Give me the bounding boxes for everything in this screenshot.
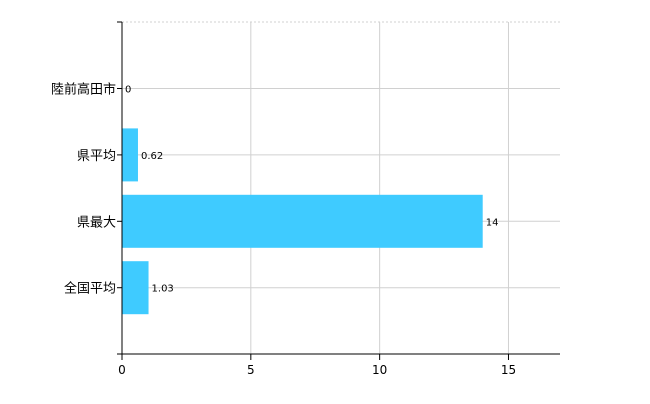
category-label: 県平均 [77,149,116,164]
bar [122,128,138,182]
x-tick-label: 15 [501,363,516,377]
bar [122,261,149,315]
bar-layer [122,128,483,315]
category-label: 県最大 [77,215,116,230]
bar [122,194,483,248]
grid-layer [122,21,560,354]
axis-layer [117,21,560,360]
data-label: 0.62 [141,151,163,162]
category-label: 陸前高田市 [51,82,116,98]
data-label: 1.03 [152,284,174,295]
category-label: 全国平均 [64,281,116,297]
x-tick-label: 5 [247,363,255,377]
x-tick-label: 10 [372,363,387,377]
data-label: 0 [125,85,131,96]
data-label: 14 [486,217,499,228]
x-tick-label: 0 [118,363,126,377]
